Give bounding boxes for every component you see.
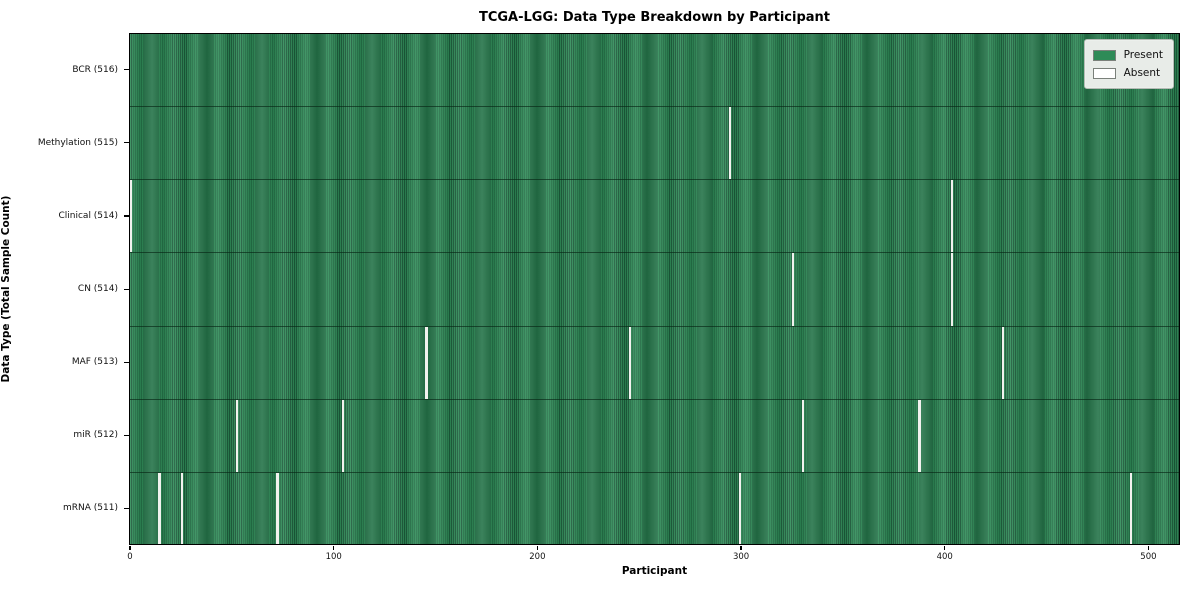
legend: Present Absent — [1083, 39, 1174, 89]
absent-line-mRNA-491 — [1129, 472, 1133, 544]
x-tick-mark-400 — [944, 546, 946, 550]
y-tick-mark-miR — [124, 434, 129, 436]
y-tick-label-mRNA: mRNA (511) — [63, 503, 118, 514]
x-tick-mark-300 — [740, 546, 742, 550]
absent-line-MAF-428 — [1001, 326, 1005, 399]
x-tick-label-300: 300 — [732, 552, 750, 562]
heatmap-row-Methylation — [130, 107, 1179, 181]
heatmap-row-mRNA — [130, 472, 1179, 544]
x-tick-label-500: 500 — [1140, 552, 1157, 562]
y-tick-mark-Clinical — [124, 215, 129, 217]
absent-line-MAF-245 — [628, 326, 632, 399]
absent-line-mRNA-14 — [158, 472, 161, 544]
y-tick-label-Clinical: Clinical (514) — [58, 210, 118, 221]
heatmap-row-miR — [130, 399, 1179, 473]
y-tick-label-MAF: MAF (513) — [71, 357, 118, 368]
absent-line-miR-52 — [235, 399, 239, 472]
x-tick-mark-200 — [536, 546, 538, 550]
y-tick-mark-MAF — [124, 361, 129, 363]
x-tick-mark-500 — [1147, 546, 1150, 550]
y-tick-label-Methylation: Methylation (515) — [37, 137, 118, 148]
legend-label-absent: Absent — [1123, 67, 1161, 79]
heatmap-row-MAF — [130, 326, 1179, 400]
present-swatch — [1092, 49, 1116, 61]
absent-line-CN-325 — [791, 253, 795, 326]
absent-line-miR-104 — [341, 399, 345, 472]
x-tick-label-400: 400 — [936, 552, 953, 562]
absent-line-mRNA-72 — [276, 472, 279, 544]
absent-swatch — [1092, 67, 1116, 79]
x-tick-mark-100 — [333, 546, 335, 550]
heatmap-rows — [130, 34, 1179, 544]
x-tick-label-100: 100 — [325, 552, 342, 562]
y-tick-mark-CN — [124, 288, 129, 290]
chart-title: TCGA-LGG: Data Type Breakdown by Partici… — [478, 10, 831, 25]
heatmap-row-CN — [130, 253, 1179, 327]
legend-label-present: Present — [1123, 49, 1163, 61]
absent-line-MAF-145 — [425, 326, 428, 399]
plot-area: Present Absent — [129, 33, 1180, 545]
y-tick-mark-Methylation — [124, 142, 129, 144]
y-tick-mark-BCR — [124, 69, 129, 71]
absent-line-mRNA-299 — [738, 472, 742, 544]
absent-line-mRNA-25 — [180, 472, 184, 544]
y-tick-label-miR: miR (512) — [73, 430, 118, 441]
legend-item-absent: Absent — [1092, 64, 1163, 82]
y-tick-label-CN: CN (514) — [77, 284, 118, 294]
heatmap-row-BCR — [130, 34, 1179, 108]
absent-line-Clinical-0 — [130, 180, 133, 253]
y-tick-mark-mRNA — [124, 507, 129, 510]
absent-line-Clinical-403 — [950, 180, 954, 253]
x-axis-title: Participant — [621, 565, 688, 577]
heatmap-row-Clinical — [130, 180, 1179, 254]
absent-line-Methylation-294 — [728, 107, 732, 180]
x-tick-mark-0 — [129, 546, 131, 550]
y-tick-label-BCR: BCR (516) — [72, 64, 118, 75]
legend-item-present: Present — [1092, 46, 1163, 64]
absent-line-miR-330 — [801, 399, 805, 472]
x-tick-label-0: 0 — [127, 552, 133, 562]
absent-line-CN-403 — [950, 253, 954, 326]
x-tick-label-200: 200 — [529, 552, 546, 562]
absent-line-miR-387 — [918, 399, 921, 472]
